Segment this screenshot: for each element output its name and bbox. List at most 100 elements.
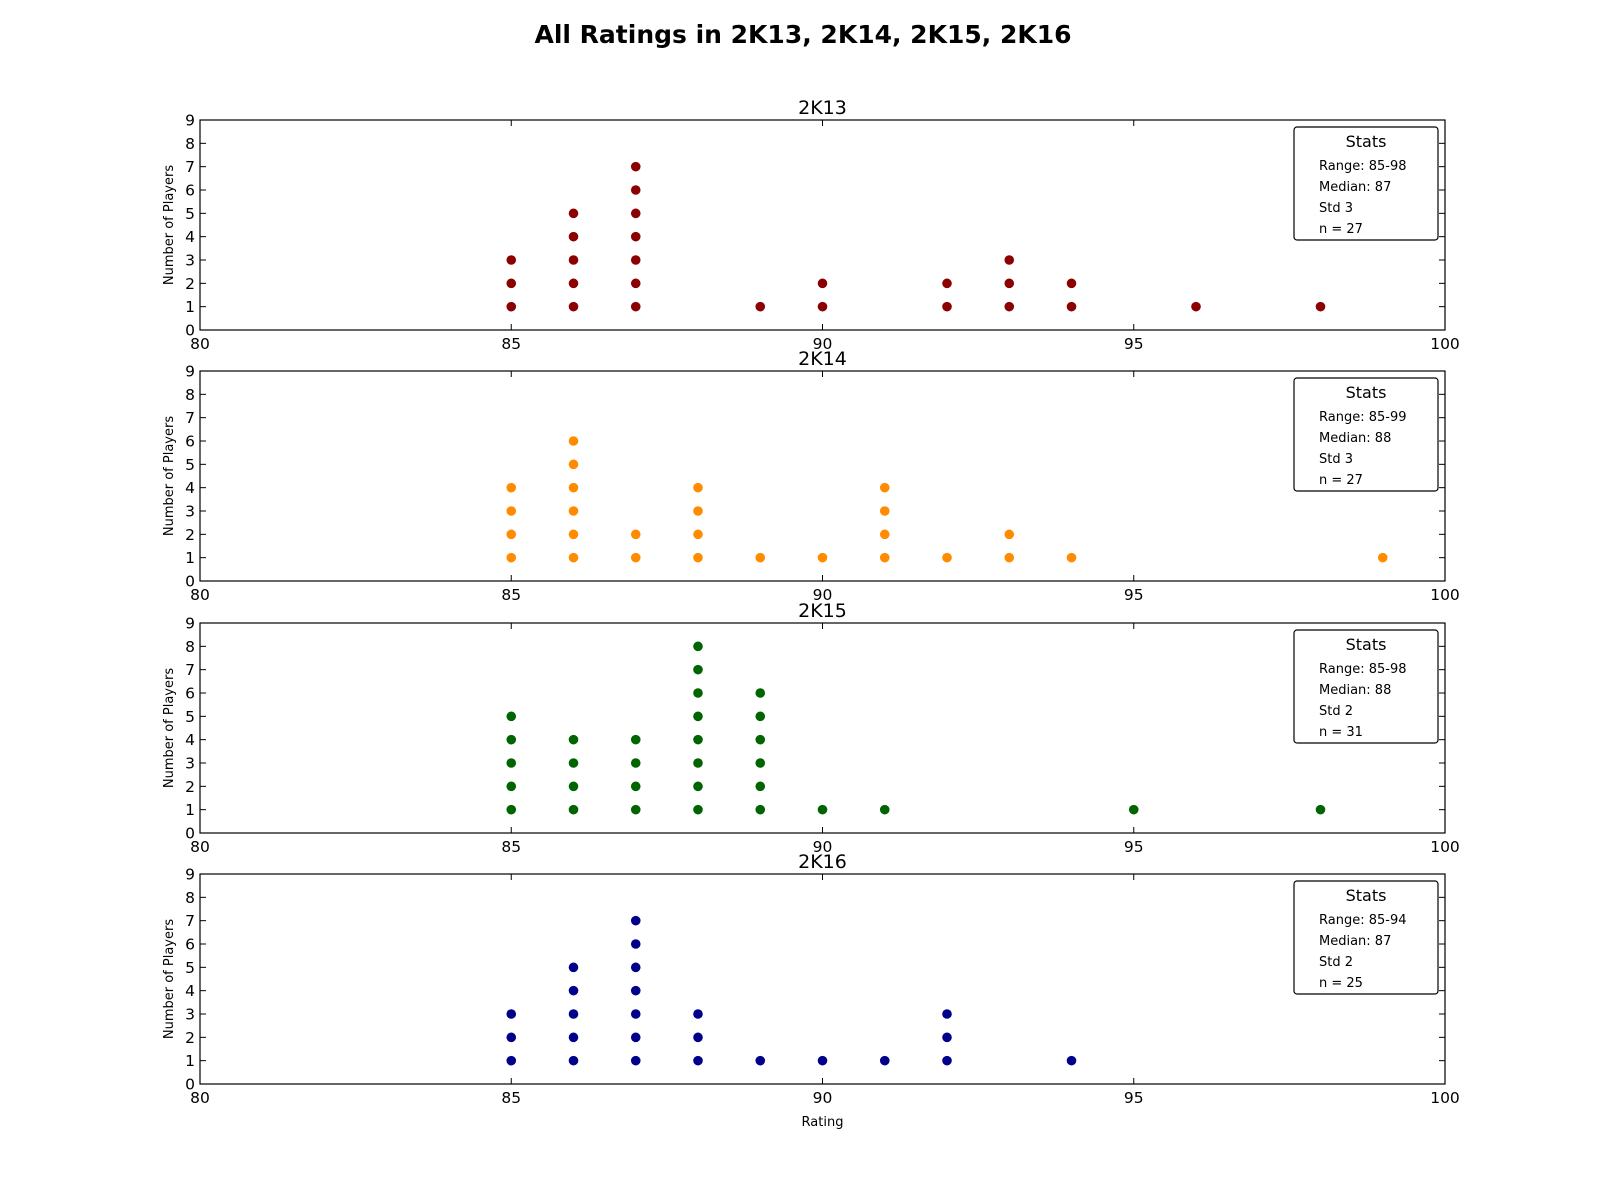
stats-line: Range: 85-99 — [1319, 410, 1407, 425]
y-tick-label: 3 — [185, 755, 195, 773]
data-point — [755, 734, 766, 745]
data-point — [693, 734, 703, 745]
y-tick-label: 0 — [185, 573, 195, 591]
y-tick-label: 5 — [185, 959, 195, 977]
data-point — [1191, 301, 1201, 312]
stats-line: n = 25 — [1319, 976, 1363, 991]
data-point — [693, 552, 703, 563]
stats-line: n = 27 — [1319, 222, 1363, 237]
y-tick-label: 8 — [185, 889, 195, 907]
data-point — [630, 278, 641, 289]
data-point — [693, 529, 703, 540]
x-axis-label: Rating — [802, 1115, 844, 1130]
stats-line: Std 3 — [1319, 201, 1353, 216]
data-point — [693, 688, 703, 698]
y-tick-label: 3 — [185, 503, 195, 521]
y-tick-label: 7 — [185, 912, 195, 930]
axes-frame — [199, 370, 1446, 582]
x-tick-label: 90 — [813, 838, 833, 856]
stats-title: Stats — [1346, 383, 1387, 402]
y-tick-label: 9 — [185, 112, 195, 130]
y-tick-label: 6 — [185, 936, 195, 954]
data-point — [568, 1032, 579, 1043]
data-point — [568, 255, 579, 265]
data-point — [693, 711, 703, 722]
data-point — [879, 506, 890, 516]
data-point — [1004, 278, 1015, 289]
data-point — [506, 255, 517, 265]
data-point — [506, 804, 517, 815]
y-tick-label: 2 — [185, 778, 195, 796]
x-tick-label: 100 — [1430, 335, 1460, 353]
stats-box: Stats Range: 85-94 Median: 87 Std 2 n = 25 — [1293, 880, 1439, 995]
data-point — [506, 506, 517, 516]
data-point — [693, 641, 703, 652]
data-point — [755, 1055, 766, 1066]
data-point — [817, 1055, 828, 1066]
data-point — [1315, 804, 1326, 815]
x-tick-label: 80 — [190, 586, 210, 604]
y-axis-label: Number of Players — [162, 668, 177, 788]
data-point — [630, 1055, 641, 1066]
data-point — [568, 804, 579, 815]
data-point — [630, 301, 641, 312]
stats-line: Range: 85-98 — [1319, 159, 1407, 174]
data-point — [1004, 255, 1015, 265]
y-tick-label: 9 — [185, 615, 195, 633]
data-point — [630, 208, 641, 219]
y-tick-label: 7 — [185, 158, 195, 176]
x-tick-label: 95 — [1124, 335, 1144, 353]
axes-frame — [199, 622, 1446, 834]
data-point — [568, 985, 579, 996]
y-tick-label: 1 — [185, 1052, 195, 1070]
y-tick-label: 6 — [185, 685, 195, 703]
data-point — [630, 1032, 641, 1043]
y-tick-label: 7 — [185, 661, 195, 679]
stats-line: Std 3 — [1319, 452, 1353, 467]
data-point — [506, 1009, 517, 1019]
x-tick-label: 85 — [501, 838, 521, 856]
y-tick-label: 3 — [185, 1006, 195, 1024]
stats-line: Range: 85-98 — [1319, 662, 1407, 677]
data-point — [1066, 1055, 1077, 1066]
y-tick-label: 1 — [185, 298, 195, 316]
data-point — [693, 664, 703, 675]
data-point — [693, 1032, 703, 1043]
stats-box-frame — [1293, 629, 1439, 744]
stats-line: Median: 87 — [1319, 180, 1391, 195]
data-point — [1004, 529, 1015, 540]
data-point — [942, 1055, 952, 1066]
axes-frame — [199, 119, 1446, 331]
data-point — [817, 552, 828, 563]
data-point — [817, 278, 828, 289]
data-point — [630, 915, 641, 926]
data-point — [693, 1055, 703, 1066]
y-axis-label: Number of Players — [162, 165, 177, 285]
subplot-2k13: 2K13 80 85 90 95 100 0 1 2 3 4 5 6 7 8 9 Number of Playe… — [162, 97, 1460, 353]
data-point — [879, 1055, 890, 1066]
y-tick-label: 1 — [185, 549, 195, 567]
data-point — [942, 301, 952, 312]
stats-line: Median: 88 — [1319, 683, 1391, 698]
data-point — [506, 529, 517, 540]
y-tick-label: 2 — [185, 275, 195, 293]
y-tick-label: 0 — [185, 322, 195, 340]
y-tick-label: 0 — [185, 1076, 195, 1094]
data-point — [1066, 278, 1077, 289]
data-point — [506, 711, 517, 722]
data-point — [630, 758, 641, 768]
x-tick-label: 90 — [813, 586, 833, 604]
stats-line: Std 2 — [1319, 955, 1353, 970]
data-point — [568, 301, 579, 312]
y-tick-label: 8 — [185, 386, 195, 404]
data-point — [693, 804, 703, 815]
data-point — [630, 529, 641, 540]
data-point — [568, 781, 579, 792]
stats-line: n = 31 — [1319, 725, 1363, 740]
data-point — [568, 278, 579, 289]
data-point — [568, 231, 579, 242]
data-point — [568, 208, 579, 219]
y-tick-label: 9 — [185, 866, 195, 884]
x-tick-label: 80 — [190, 335, 210, 353]
